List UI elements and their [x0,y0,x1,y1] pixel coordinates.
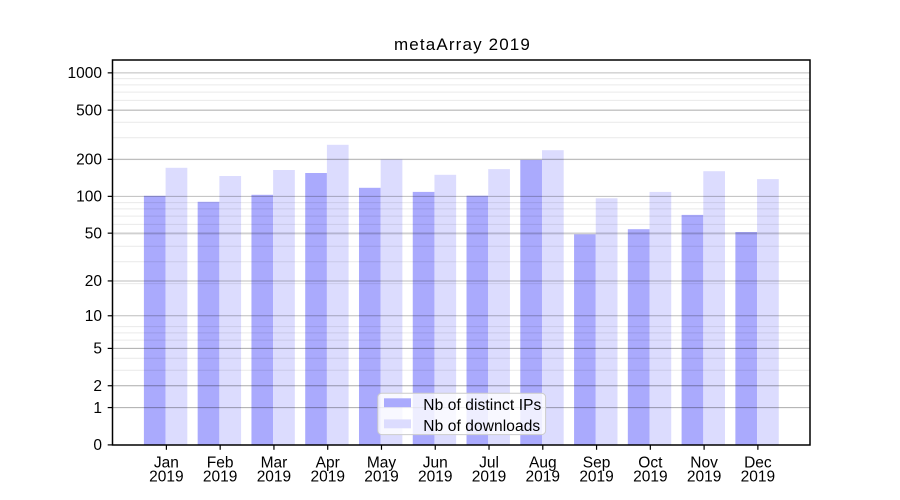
svg-text:2019: 2019 [203,469,237,486]
svg-text:10: 10 [85,308,103,325]
svg-text:1000: 1000 [68,65,103,82]
svg-text:2: 2 [93,378,102,395]
svg-text:2019: 2019 [526,469,560,486]
svg-text:metaArray 2019: metaArray 2019 [394,35,531,54]
svg-text:Apr: Apr [316,455,340,472]
svg-text:2019: 2019 [472,469,506,486]
svg-text:Nov: Nov [690,455,718,472]
svg-text:2019: 2019 [310,469,344,486]
svg-text:5: 5 [93,341,102,358]
svg-text:Sep: Sep [583,455,611,472]
svg-text:Mar: Mar [261,455,288,472]
svg-text:Jan: Jan [154,455,179,472]
svg-text:Jun: Jun [423,455,448,472]
svg-text:2019: 2019 [149,469,183,486]
svg-text:Jul: Jul [479,455,499,472]
svg-text:2019: 2019 [633,469,667,486]
svg-text:2019: 2019 [687,469,721,486]
svg-text:Oct: Oct [638,455,663,472]
svg-text:2019: 2019 [741,469,775,486]
svg-text:2019: 2019 [364,469,398,486]
svg-text:Feb: Feb [207,455,234,472]
svg-text:20: 20 [85,273,103,290]
svg-text:1: 1 [93,400,102,417]
svg-text:Aug: Aug [529,455,557,472]
svg-text:Nb of distinct IPs: Nb of distinct IPs [423,397,541,414]
svg-text:2019: 2019 [257,469,291,486]
svg-text:50: 50 [85,225,103,242]
svg-text:Dec: Dec [744,455,772,472]
svg-text:2019: 2019 [418,469,452,486]
svg-text:0: 0 [93,437,102,454]
svg-text:500: 500 [76,102,102,119]
svg-text:100: 100 [76,189,102,206]
svg-text:2019: 2019 [579,469,613,486]
svg-text:May: May [367,455,397,472]
svg-text:200: 200 [76,152,102,169]
svg-text:Nb of downloads: Nb of downloads [423,418,540,435]
